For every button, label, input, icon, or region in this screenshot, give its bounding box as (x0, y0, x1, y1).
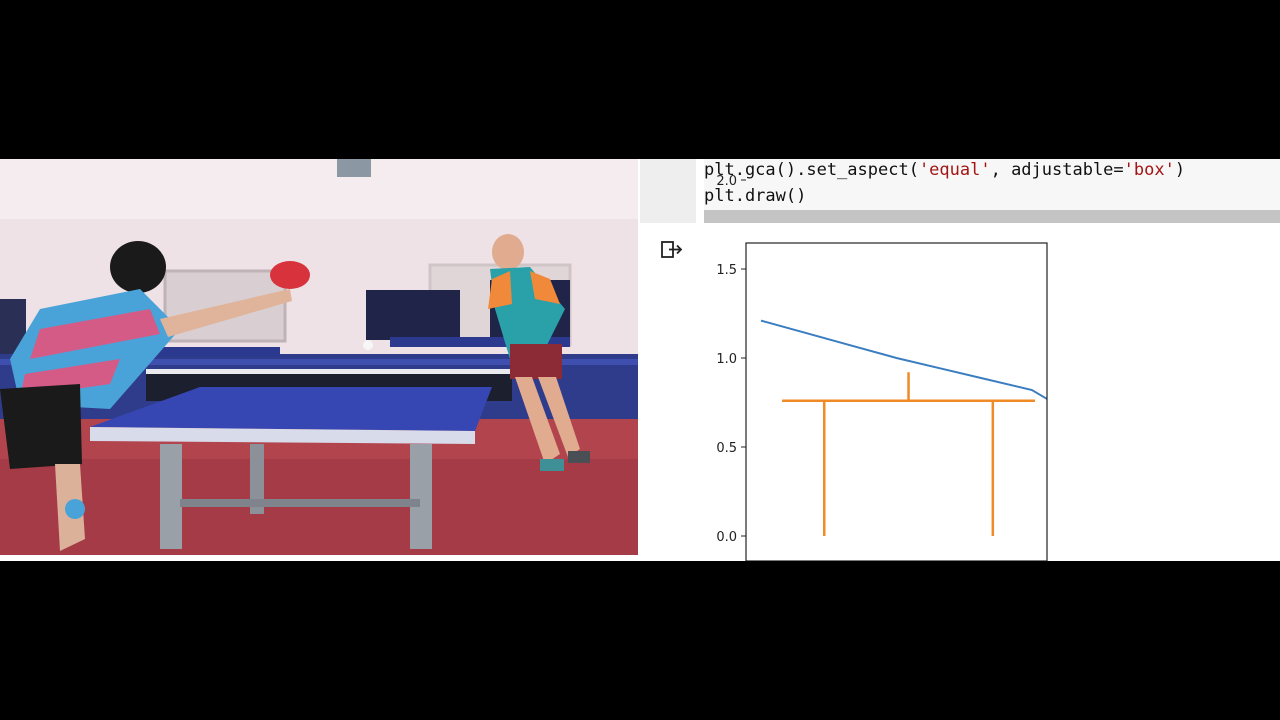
code-text: plt.gca().set_aspect( (704, 160, 919, 180)
cell-gutter[interactable] (640, 159, 696, 223)
code-text: , adjustable= (990, 160, 1124, 180)
horizontal-scrollbar[interactable] (704, 210, 1280, 223)
table-tennis-video (0, 159, 638, 555)
code-string: 'box' (1123, 160, 1175, 180)
code-string: 'equal' (918, 160, 991, 180)
y-tick-label: 0.5 (716, 441, 737, 456)
matplotlib-plot: 0.00.51.01.52.02.53.0 (716, 174, 1048, 561)
plot-axes-frame (745, 242, 1048, 561)
code-line-2[interactable]: plt.draw() (704, 186, 807, 206)
letterbox-top (0, 0, 1280, 159)
video-frame: plt.gca().set_aspect('equal', adjustable… (0, 159, 1280, 561)
output-arrow-icon[interactable] (660, 239, 684, 261)
code-text: ) (1174, 160, 1186, 180)
y-tick-label: 0.0 (716, 530, 737, 545)
y-tick-label: 1.5 (716, 263, 737, 278)
series-line-blue (760, 319, 1048, 400)
notebook-panel: plt.gca().set_aspect('equal', adjustable… (640, 159, 1280, 561)
code-line-1[interactable]: plt.gca().set_aspect('equal', adjustable… (704, 160, 1185, 180)
letterbox-bottom (0, 561, 1280, 720)
y-tick-label: 2.0 (716, 174, 737, 189)
y-tick-label: 1.0 (716, 352, 737, 367)
